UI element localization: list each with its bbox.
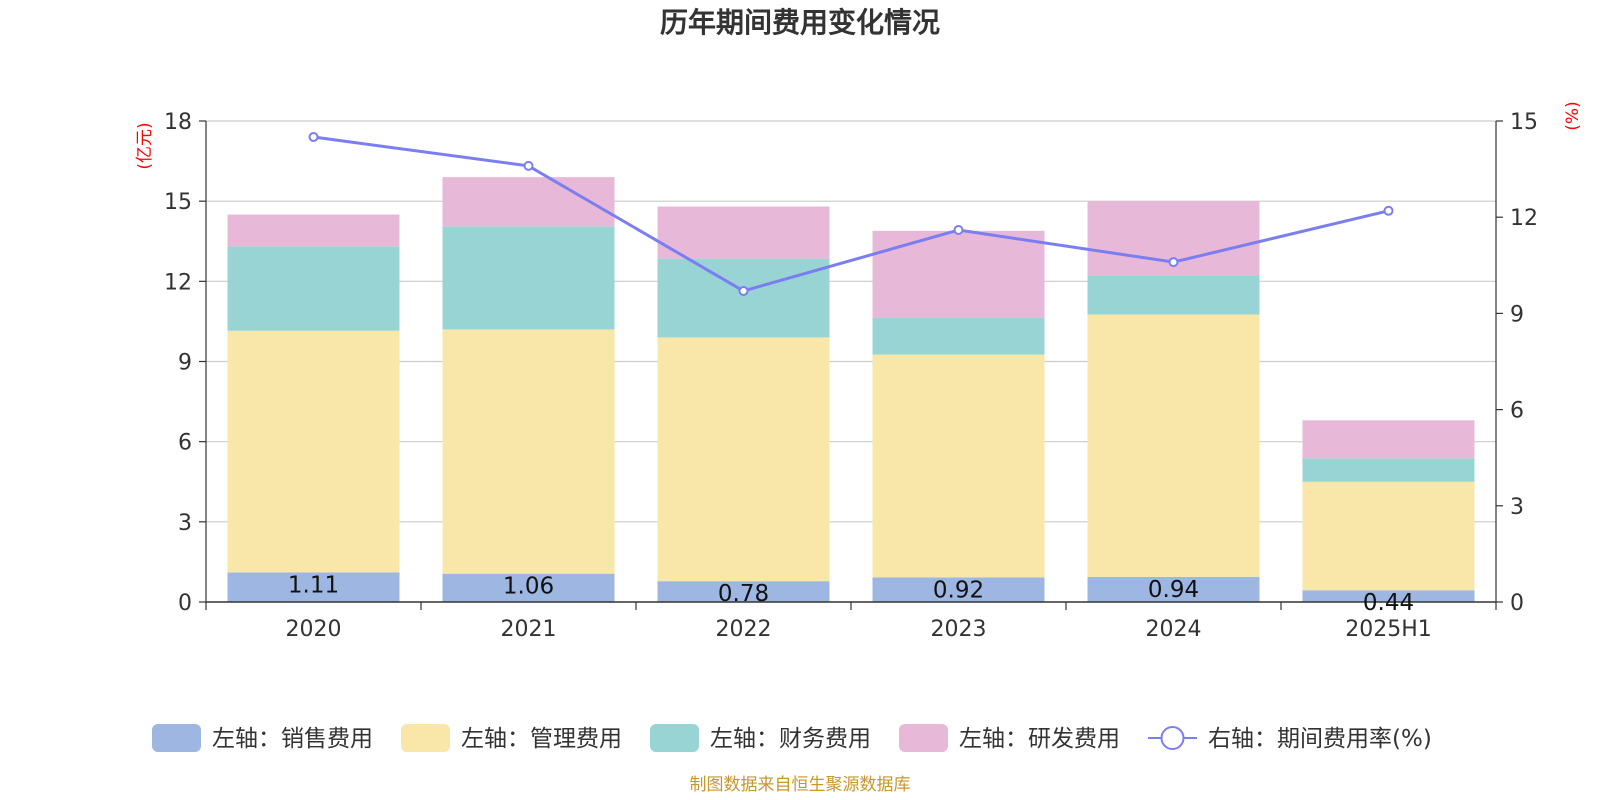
legend-label: 右轴：期间费用率(%) <box>1208 726 1432 752</box>
bar-segment <box>657 206 830 259</box>
right-axis-tick-label: 9 <box>1510 302 1524 327</box>
bar-data-label: 0.92 <box>933 577 984 603</box>
bar-segment <box>872 317 1045 355</box>
line-point <box>953 225 964 236</box>
bar-segment <box>657 337 830 582</box>
legend-swatch <box>650 724 699 752</box>
source-note: 制图数据来自恒生聚源数据库 <box>690 775 911 795</box>
bar-segment <box>1302 590 1475 602</box>
right-axis-tick-label: 12 <box>1510 206 1538 231</box>
legend-marker <box>1160 726 1185 750</box>
x-axis-label: 2020 <box>286 617 342 642</box>
right-axis-unit: (%) <box>1563 101 1583 130</box>
bar-segment <box>442 177 615 227</box>
left-axis-unit: (亿元) <box>135 122 155 169</box>
legend: 左轴：销售费用 左轴：管理费用 左轴：财务费用 左轴：研发费用 右轴：期间费用率(%) <box>152 724 1432 752</box>
bar-segment <box>1087 576 1260 602</box>
bar-segment <box>657 258 830 338</box>
x-axis-label: 2023 <box>931 617 987 642</box>
line-point <box>1383 205 1394 216</box>
bar-data-label: 0.44 <box>1363 590 1414 616</box>
bar-data-label: 1.06 <box>503 574 554 600</box>
x-axis-label: 2024 <box>1146 617 1202 642</box>
legend-label: 左轴：管理费用 <box>461 726 622 752</box>
legend-swatch <box>152 724 201 752</box>
line-point <box>1168 257 1179 268</box>
bar-segment <box>1087 314 1260 577</box>
legend-swatch <box>899 724 948 752</box>
stacked-bars <box>227 177 1475 602</box>
left-axis-tick-label: 12 <box>164 270 192 295</box>
legend-swatch <box>401 724 450 752</box>
x-axis-label: 2021 <box>501 617 557 642</box>
legend-label: 左轴：研发费用 <box>959 726 1120 752</box>
bar-segment <box>227 572 400 602</box>
bar-segment <box>442 573 615 602</box>
bar-segment <box>657 581 830 602</box>
grid-lines <box>206 120 1496 523</box>
line-point <box>523 160 534 171</box>
bar-segment <box>872 577 1045 602</box>
legend-label: 左轴：销售费用 <box>212 726 373 752</box>
legend-label: 左轴：财务费用 <box>710 726 871 752</box>
expense-rate-line <box>308 132 1394 296</box>
bar-segment <box>442 329 615 574</box>
axes: 0 3 6 9 12 15 18 0 3 6 9 12 15 2020 2021 2022 2023 2024 20… <box>164 110 1538 642</box>
left-axis-tick-label: 15 <box>164 190 192 215</box>
line-point <box>738 285 749 296</box>
bar-segment <box>227 246 400 331</box>
bar-segment <box>1302 420 1475 459</box>
data-labels: 1.11 1.06 0.78 0.92 0.94 0.44 <box>288 572 1414 616</box>
bar-segment <box>1087 275 1260 315</box>
right-axis-tick-label: 15 <box>1510 110 1538 135</box>
bar-segment <box>872 354 1045 578</box>
left-axis-tick-label: 6 <box>178 431 192 456</box>
left-axis-tick-label: 9 <box>178 351 192 376</box>
x-axis-label: 2022 <box>716 617 772 642</box>
x-axis-label: 2025H1 <box>1345 617 1432 642</box>
bar-data-label: 0.78 <box>718 581 769 607</box>
bar-segment <box>1302 458 1475 482</box>
right-axis-tick-label: 0 <box>1510 591 1524 616</box>
left-axis-tick-label: 0 <box>178 591 192 616</box>
right-axis-tick-label: 6 <box>1510 399 1524 424</box>
left-axis-tick-label: 18 <box>164 110 192 135</box>
bar-segment <box>227 214 400 247</box>
line-path <box>313 135 1389 293</box>
left-axis-tick-label: 3 <box>178 511 192 536</box>
bar-segment <box>1302 481 1475 591</box>
bar-data-label: 1.11 <box>288 572 339 598</box>
bar-data-label: 0.94 <box>1148 577 1199 603</box>
bar-segment <box>227 330 400 573</box>
right-axis-tick-label: 3 <box>1510 495 1524 520</box>
bar-segment <box>872 230 1045 318</box>
line-point <box>308 132 319 143</box>
chart-title: 历年期间费用变化情况 <box>660 6 940 39</box>
bar-segment <box>442 226 615 330</box>
